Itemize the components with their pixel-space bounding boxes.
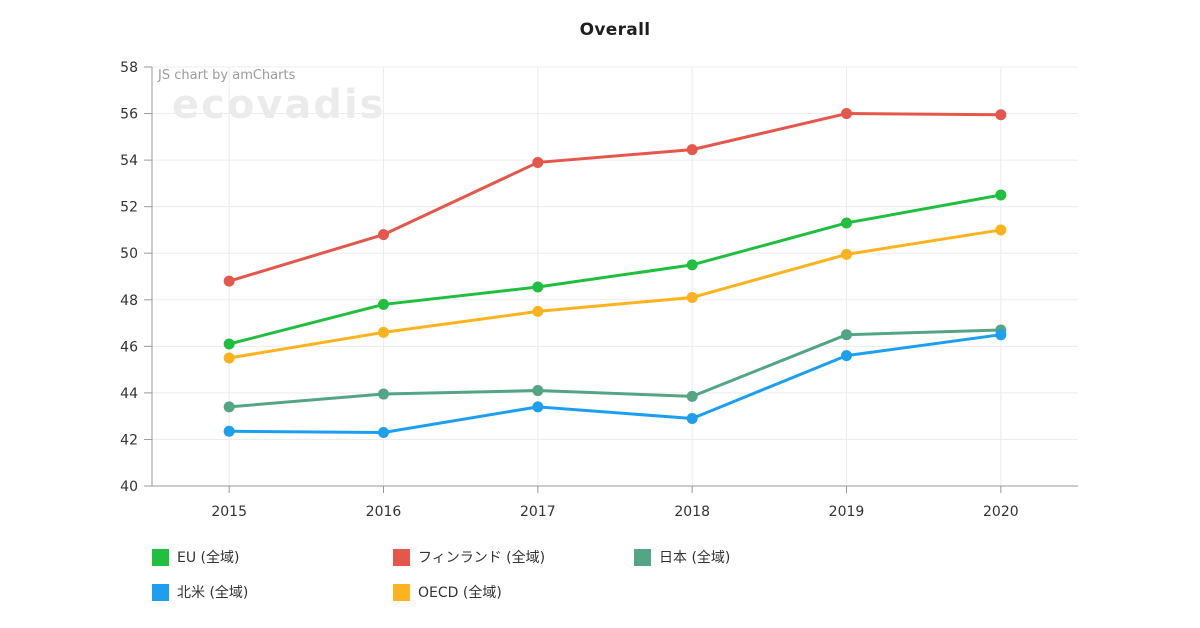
data-point[interactable] <box>686 144 698 156</box>
data-point[interactable] <box>686 390 698 402</box>
legend-item-finland[interactable]: フィンランド (全域) <box>393 547 545 567</box>
data-point[interactable] <box>995 329 1007 341</box>
y-axis-tick-label: 52 <box>120 200 138 216</box>
data-point[interactable] <box>378 326 389 338</box>
x-axis-tick-label: 2015 <box>211 504 247 520</box>
legend-item-north-america[interactable]: 北米 (全域) <box>152 582 248 602</box>
data-point[interactable] <box>841 248 852 260</box>
data-point[interactable] <box>532 305 544 317</box>
data-point[interactable] <box>532 156 544 168</box>
watermark-brand: ecovadis <box>172 82 386 128</box>
data-point[interactable] <box>995 224 1007 236</box>
legend-item-oecd[interactable]: OECD (全域) <box>393 582 502 602</box>
legend-item-eu[interactable]: EU (全域) <box>152 547 239 567</box>
series-line-3 <box>227 333 1003 434</box>
x-axis-tick-label: 2018 <box>674 504 710 520</box>
x-axis-tick-label: 2020 <box>983 504 1019 520</box>
legend-label-north-america: 北米 (全域) <box>177 585 249 601</box>
y-axis-tick-label: 46 <box>120 339 138 355</box>
data-point[interactable] <box>223 352 235 364</box>
legend-swatch-japan <box>634 548 651 566</box>
data-point[interactable] <box>841 217 852 229</box>
legend-label-oecd: OECD (全域) <box>418 585 502 601</box>
y-axis-tick-label: 42 <box>120 432 138 448</box>
y-axis-tick-label: 54 <box>120 153 138 169</box>
data-point[interactable] <box>841 350 852 362</box>
data-point[interactable] <box>378 388 389 400</box>
amcharts-credit: JS chart by amCharts <box>157 68 296 83</box>
x-axis-tick-label: 2016 <box>366 504 402 520</box>
chart-title: Overall <box>579 20 651 40</box>
data-point[interactable] <box>378 426 389 438</box>
data-point[interactable] <box>532 281 544 293</box>
y-axis-tick-label: 58 <box>120 60 138 76</box>
legend-swatch-finland <box>393 548 410 566</box>
x-axis-tick-label: 2017 <box>520 504 556 520</box>
legend-swatch-eu <box>152 548 169 566</box>
data-point[interactable] <box>223 338 235 350</box>
series-line-4 <box>227 228 1003 360</box>
series-line-0 <box>227 193 1003 346</box>
legend-label-finland: フィンランド (全域) <box>418 550 546 566</box>
legend-label-eu: EU (全域) <box>177 550 240 566</box>
data-point[interactable] <box>223 401 235 413</box>
legend-swatch-oecd <box>393 583 410 601</box>
data-point[interactable] <box>378 229 389 241</box>
data-point[interactable] <box>995 189 1007 201</box>
y-axis-tick-label: 48 <box>120 293 138 309</box>
data-point[interactable] <box>686 259 698 271</box>
series-line-1 <box>227 112 1003 283</box>
legend-label-japan: 日本 (全域) <box>659 550 731 566</box>
data-point[interactable] <box>841 329 852 341</box>
data-point[interactable] <box>223 425 235 437</box>
data-point[interactable] <box>532 401 544 413</box>
legend-swatch-north-america <box>152 583 169 601</box>
data-point[interactable] <box>378 298 389 310</box>
series-line-2 <box>227 328 1003 409</box>
data-point[interactable] <box>841 108 852 120</box>
data-point[interactable] <box>532 385 544 397</box>
data-point[interactable] <box>223 275 235 287</box>
y-axis-tick-label: 40 <box>120 479 138 495</box>
y-axis-tick-label: 44 <box>120 386 138 402</box>
data-point[interactable] <box>686 412 698 424</box>
legend-item-japan[interactable]: 日本 (全域) <box>634 547 730 567</box>
y-axis-tick-label: 56 <box>120 107 138 123</box>
x-axis-tick-label: 2019 <box>829 504 865 520</box>
data-point[interactable] <box>686 291 698 303</box>
y-axis-tick-label: 50 <box>120 246 138 262</box>
data-point[interactable] <box>995 109 1007 121</box>
